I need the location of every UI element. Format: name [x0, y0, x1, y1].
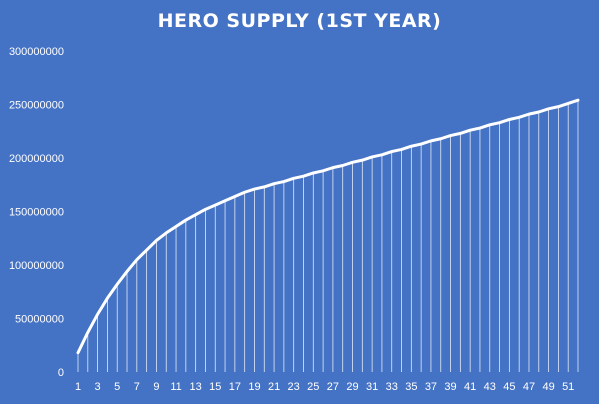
x-tick-label: 29: [346, 381, 358, 393]
y-tick-label: 0: [58, 367, 64, 379]
y-axis-ticks: 0 50000000 100000000 150000000 200000000 2500…: [9, 46, 64, 379]
y-tick-label: 150000000: [9, 207, 64, 219]
chart-title: HERO SUPPLY (1ST YEAR): [157, 10, 442, 32]
x-tick-label: 1: [75, 381, 81, 393]
y-tick-label: 50000000: [15, 314, 64, 326]
x-tick-label: 45: [503, 381, 515, 393]
x-tick-label: 23: [288, 381, 300, 393]
x-tick-label: 49: [542, 381, 554, 393]
x-tick-label: 7: [134, 381, 140, 393]
x-tick-label: 21: [268, 381, 280, 393]
x-tick-label: 17: [229, 381, 241, 393]
x-tick-label: 5: [114, 381, 120, 393]
x-tick-label: 19: [248, 381, 260, 393]
series-layer: [76, 98, 580, 355]
x-tick-label: 33: [386, 381, 398, 393]
x-tick-label: 41: [464, 381, 476, 393]
x-tick-label: 39: [444, 381, 456, 393]
x-tick-label: 51: [562, 381, 574, 393]
x-tick-label: 43: [484, 381, 496, 393]
x-tick-label: 25: [307, 381, 319, 393]
x-tick-label: 11: [170, 381, 181, 393]
x-tick-label: 9: [153, 381, 159, 393]
y-tick-label: 250000000: [9, 100, 64, 112]
y-tick-label: 200000000: [9, 153, 64, 165]
series-line: [76, 98, 580, 355]
y-tick-label: 100000000: [9, 260, 64, 272]
x-tick-label: 31: [366, 381, 378, 393]
x-tick-label: 3: [95, 381, 101, 393]
x-tick-label: 15: [209, 381, 221, 393]
x-tick-label: 47: [523, 381, 535, 393]
x-tick-label: 37: [425, 381, 437, 393]
x-axis-ticks: 1 3 5 7 9 11 13 15 17 19 21 23 25 27 29 31 33 35 37 39 41 43 4…: [75, 381, 574, 393]
x-tick-label: 35: [405, 381, 417, 393]
x-tick-label: 27: [327, 381, 339, 393]
x-tick-label: 13: [190, 381, 202, 393]
y-tick-label: 300000000: [9, 46, 64, 58]
drop-lines: [77, 100, 579, 372]
